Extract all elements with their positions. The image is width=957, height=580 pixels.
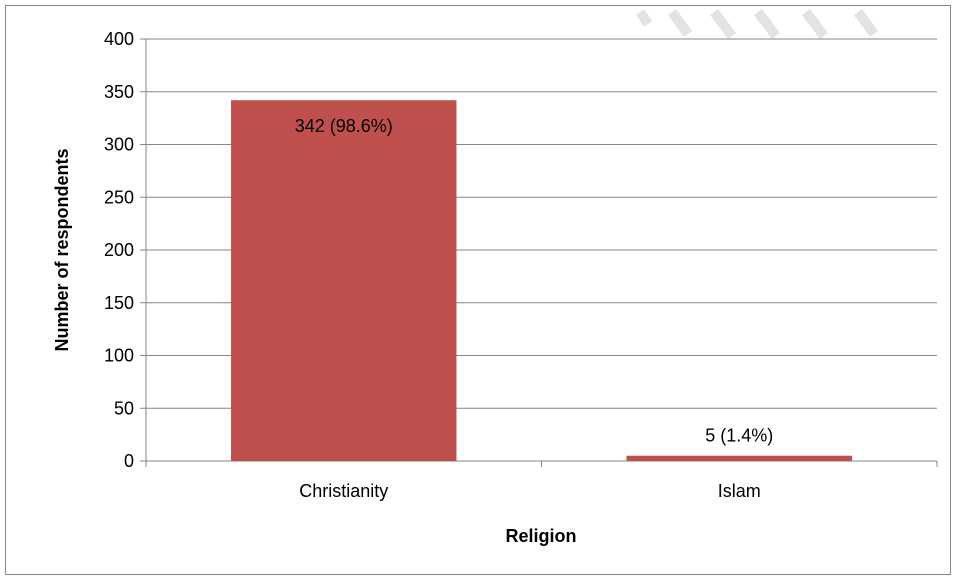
bars (231, 100, 852, 461)
data-label: 342 (98.6%) (295, 116, 393, 136)
y-tick-label: 150 (104, 293, 134, 313)
x-tick-labels: Christianity Islam (299, 481, 761, 501)
y-tick-label: 400 (104, 29, 134, 49)
x-tick-label: Christianity (299, 481, 388, 501)
data-labels: 342 (98.6%) 5 (1.4%) (295, 116, 774, 446)
y-tick-label: 350 (104, 82, 134, 102)
y-tick-labels: 0 50 100 150 200 250 300 350 400 (104, 29, 134, 471)
x-axis-title: Religion (506, 526, 577, 546)
y-tick-label: 300 (104, 135, 134, 155)
y-tick-label: 250 (104, 187, 134, 207)
y-axis-title: Number of respondents (52, 148, 72, 351)
chart-frame (5, 5, 951, 575)
y-tick-label: 0 (124, 451, 134, 471)
watermark-pattern (635, 9, 879, 39)
bar-islam (626, 455, 852, 461)
bar-christianity (231, 100, 457, 461)
data-label: 5 (1.4%) (705, 426, 773, 446)
x-tick-label: Islam (718, 481, 761, 501)
y-tick-label: 50 (114, 398, 134, 418)
y-tick-label: 200 (104, 240, 134, 260)
y-tick-label: 100 (104, 346, 134, 366)
